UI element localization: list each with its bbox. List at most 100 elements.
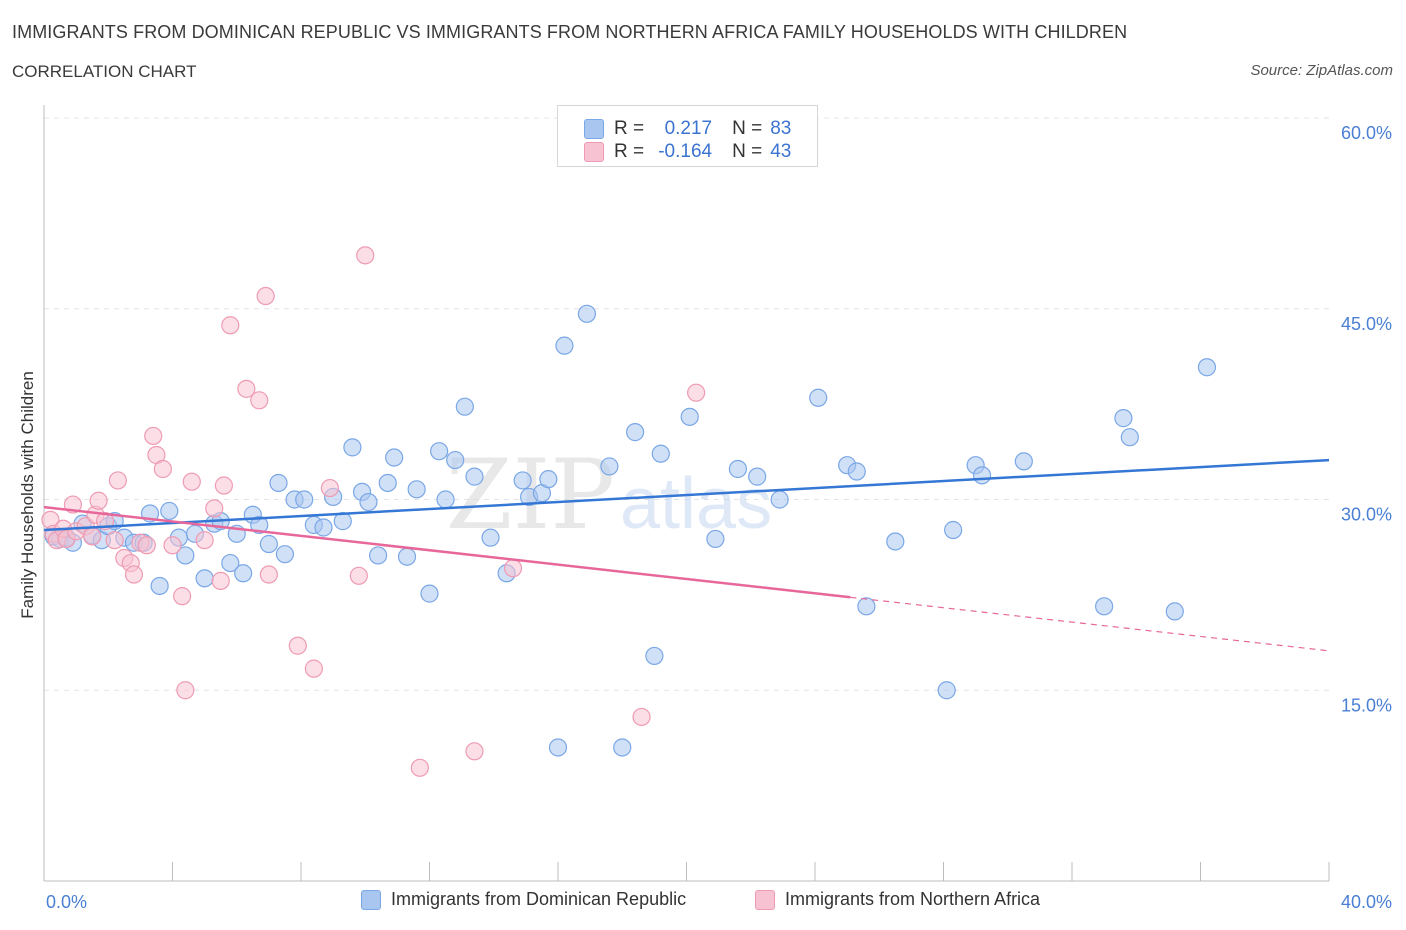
point-dominican (1114, 409, 1133, 428)
stats-n-label: N = (732, 141, 763, 162)
point-dominican (385, 448, 404, 467)
point-northern-africa (137, 536, 156, 555)
point-dominican (397, 547, 417, 566)
stats-swatch-northern-africa (584, 142, 604, 162)
point-dominican (886, 532, 905, 551)
trend-line-northern-africa (43, 505, 851, 599)
y-tick-label: 60.0% (1341, 123, 1392, 143)
point-dominican (1197, 358, 1217, 377)
point-northern-africa (105, 531, 124, 550)
x-tick-label: 0.0% (46, 892, 87, 912)
point-northern-africa (108, 471, 127, 490)
chart-title: IMMIGRANTS FROM DOMINICAN REPUBLIC VS IM… (12, 22, 1128, 42)
y-tick-label: 30.0% (1341, 505, 1392, 525)
stats-row-northern-africa: R = -0.164 N = 43 (584, 139, 791, 165)
point-dominican (446, 450, 465, 470)
point-northern-africa (349, 566, 368, 585)
point-dominican (314, 518, 333, 537)
trend-lines (43, 458, 1330, 652)
point-dominican (259, 534, 278, 554)
stats-r-value: 0.217 (664, 118, 713, 139)
source-label: Source: ZipAtlas.com (1250, 62, 1393, 79)
point-northern-africa (89, 491, 108, 510)
point-dominican (728, 459, 748, 479)
x-tick-label: 40.0% (1341, 892, 1392, 912)
point-dominican (455, 397, 474, 416)
legend-label-northern-africa: Immigrants from Northern Africa (785, 889, 1041, 909)
point-dominican (972, 466, 992, 485)
point-dominican (359, 492, 378, 512)
point-dominican (234, 564, 253, 583)
point-northern-africa (259, 565, 278, 584)
trend-line-northern-africa-dashed (850, 596, 1330, 652)
point-dominican (481, 528, 500, 547)
point-dominican (809, 388, 828, 407)
point-northern-africa (256, 286, 275, 306)
point-dominican (645, 646, 664, 666)
point-dominican (250, 515, 269, 535)
point-northern-africa (465, 742, 484, 761)
point-northern-africa (211, 571, 230, 590)
point-dominican (430, 442, 449, 461)
legend-swatch-dominican (361, 889, 381, 910)
point-dominican (221, 553, 240, 573)
point-dominican (369, 546, 388, 565)
point-northern-africa (356, 246, 375, 265)
point-dominican (195, 569, 214, 588)
point-dominican (1014, 452, 1033, 471)
gridlines (44, 117, 1329, 691)
point-dominican (1165, 602, 1184, 621)
point-dominican (343, 438, 362, 457)
point-northern-africa (250, 391, 269, 410)
point-northern-africa (83, 527, 102, 546)
point-dominican (577, 304, 597, 323)
stats-r-value: -0.164 (658, 141, 713, 162)
stats-n-value: 43 (770, 141, 792, 162)
point-dominican (420, 584, 439, 603)
point-northern-africa (124, 565, 144, 584)
chart-subtitle: CORRELATION CHART (12, 62, 197, 81)
point-northern-africa (632, 707, 651, 727)
point-northern-africa (182, 472, 201, 491)
point-northern-africa (288, 636, 307, 655)
point-northern-africa (221, 316, 240, 335)
trend-line-dominican (43, 458, 1330, 532)
stats-r-label: R = (614, 141, 645, 162)
point-dominican (857, 597, 876, 616)
stats-n-value: 83 (770, 118, 792, 139)
point-northern-africa (320, 478, 340, 498)
stats-n-label: N = (732, 118, 763, 139)
point-dominican (176, 546, 195, 565)
point-dominican (625, 423, 645, 442)
point-dominican (513, 471, 532, 490)
point-dominican (748, 467, 767, 486)
point-northern-africa (144, 426, 163, 446)
stats-legend: R = 0.217 N = 83 R = -0.164 N = 43 (557, 105, 818, 167)
point-dominican (770, 490, 789, 509)
point-dominican (295, 490, 314, 509)
point-dominican (378, 473, 397, 493)
stats-row-dominican: R = 0.217 N = 83 (584, 116, 791, 142)
y-tick-label: 45.0% (1341, 314, 1392, 334)
point-dominican (613, 738, 632, 757)
point-northern-africa (237, 379, 256, 398)
legend-item-northern-africa: Immigrants from Northern Africa (755, 889, 1040, 910)
point-dominican (150, 576, 169, 596)
point-dominican (275, 545, 295, 564)
point-northern-africa (410, 758, 429, 777)
point-dominican (160, 501, 179, 521)
tick-labels: 15.0% 30.0% 45.0% 60.0% 0.0% 40.0% (46, 123, 1392, 912)
point-northern-africa (503, 559, 523, 578)
y-tick-label: 15.0% (1341, 695, 1392, 715)
stats-swatch-dominican (584, 119, 604, 139)
point-dominican (1095, 597, 1114, 616)
point-dominican (555, 336, 574, 355)
point-northern-africa (304, 659, 323, 678)
point-dominican (548, 738, 568, 757)
point-dominican (680, 407, 699, 426)
point-dominican (937, 681, 956, 700)
point-dominican (651, 444, 670, 463)
point-dominican (465, 467, 484, 486)
point-dominican (847, 462, 866, 481)
